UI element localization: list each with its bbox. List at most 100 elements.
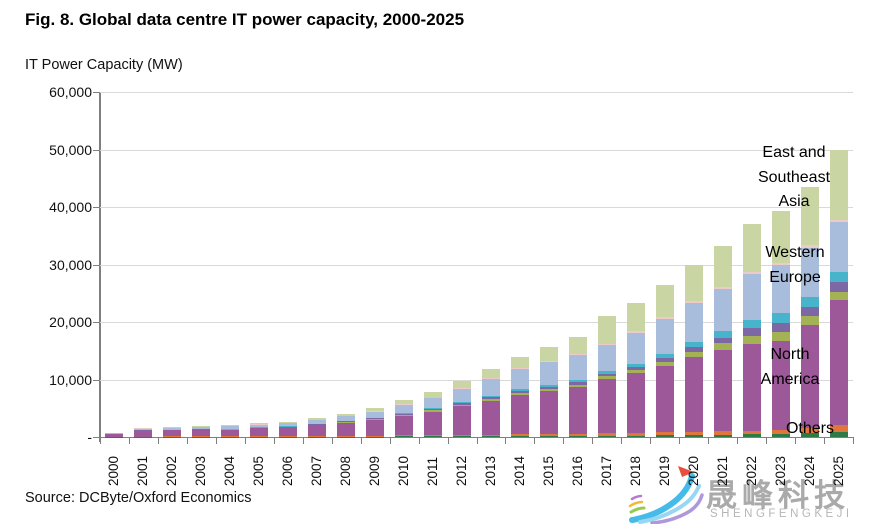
segment-unlabeled-purple-2015 (539, 386, 558, 389)
segment-others-orange-2007 (308, 436, 327, 437)
segment-unlabeled-purple-2023 (771, 322, 790, 332)
gridline-60000 (100, 92, 853, 93)
segment-unlabeled-purple-2024 (800, 306, 819, 316)
segment-unlabeled-teal-2009 (366, 417, 385, 419)
segment-western-europe-2016 (568, 354, 587, 381)
bar-2009 (366, 408, 385, 437)
segment-unlabeled-olive-green-2019 (655, 361, 674, 366)
segment-others-orange-2011 (424, 435, 443, 437)
segment-unlabeled-teal-2017 (597, 371, 616, 374)
segment-unlabeled-purple-2020 (684, 347, 703, 352)
xlabel-2014: 2014 (511, 455, 527, 486)
segment-north-america-2020 (684, 357, 703, 432)
xtick-mark (853, 438, 854, 444)
bar-2003 (192, 426, 211, 437)
segment-western-europe-2007 (308, 420, 327, 424)
bar-2010 (395, 400, 414, 437)
bar-2023 (771, 211, 790, 437)
segment-unlabeled-olive-green-2025 (829, 292, 848, 301)
ytick-mark (93, 379, 100, 381)
segment-east-and-southeast-asia-2008 (337, 413, 356, 416)
segment-others-orange-2016 (568, 433, 587, 436)
segment-unlabeled-teal-2010 (395, 412, 414, 414)
xtick-mark (360, 438, 362, 444)
segment-north-america-2011 (424, 411, 443, 436)
segment-western-europe-2017 (597, 345, 616, 372)
xtick-mark (737, 438, 739, 444)
segment-east-and-southeast-asia-2018 (626, 302, 645, 332)
segment-unlabeled-olive-green-2020 (684, 351, 703, 358)
segment-north-america-2003 (192, 430, 211, 437)
segment-unlabeled-teal-2025 (829, 272, 848, 283)
xlabel-2005: 2005 (251, 455, 267, 486)
segment-unlabeled-pink-2011 (424, 397, 443, 399)
segment-unlabeled-olive-green-2009 (366, 418, 385, 420)
segment-others-dark-green-2020 (684, 435, 703, 437)
xtick-mark (244, 438, 246, 444)
segment-north-america-2024 (800, 324, 819, 428)
xtick-mark (766, 438, 768, 444)
bar-2002 (163, 426, 182, 437)
xlabel-2002: 2002 (164, 455, 180, 486)
segment-unlabeled-pink-2024 (800, 245, 819, 248)
segment-unlabeled-olive-green-2016 (568, 384, 587, 387)
segment-unlabeled-olive-green-2018 (626, 370, 645, 374)
ytick-label-30000: 30,000 (49, 256, 92, 273)
xtick-mark (302, 438, 304, 444)
annotation-western-europe: Western Europe (765, 244, 825, 286)
gridline-30000 (100, 264, 853, 266)
segment-north-america-2004 (221, 429, 240, 437)
segment-north-america-2018 (626, 373, 645, 433)
y-axis-line (99, 92, 101, 442)
segment-east-and-southeast-asia-2012 (453, 380, 472, 388)
xlabel-2011: 2011 (425, 456, 441, 486)
segment-western-europe-2022 (742, 274, 761, 321)
segment-unlabeled-teal-2021 (713, 331, 732, 338)
segment-western-europe-2013 (481, 378, 500, 396)
gridline-40000 (100, 207, 853, 208)
xtick-mark (186, 438, 188, 444)
xlabel-2022: 2022 (743, 455, 759, 486)
xlabel-2010: 2010 (396, 455, 412, 486)
segment-others-dark-green-2017 (597, 435, 616, 437)
segment-north-america-2009 (366, 419, 385, 436)
bar-2021 (713, 245, 732, 437)
xlabel-2001: 2001 (135, 455, 151, 486)
segment-north-america-2007 (308, 425, 327, 437)
segment-unlabeled-teal-2018 (626, 364, 645, 368)
segment-others-dark-green-2013 (481, 436, 500, 437)
segment-unlabeled-teal-2020 (684, 342, 703, 348)
ytick-mark (93, 149, 100, 151)
bar-2006 (279, 421, 298, 437)
segment-unlabeled-purple-2018 (626, 367, 645, 371)
bar-2014 (510, 356, 529, 437)
segment-others-dark-green-2011 (424, 436, 443, 437)
segment-unlabeled-teal-2023 (771, 313, 790, 323)
annotation-north-america: North America (760, 346, 820, 388)
segment-east-and-southeast-asia-2025 (829, 149, 848, 220)
segment-western-europe-2006 (279, 423, 298, 427)
segment-east-and-southeast-asia-2019 (655, 284, 674, 317)
segment-others-orange-2020 (684, 431, 703, 435)
segment-unlabeled-purple-2021 (713, 337, 732, 344)
x-axis-line (99, 436, 854, 438)
segment-unlabeled-purple-2014 (510, 391, 529, 394)
xlabel-2000: 2000 (106, 455, 122, 486)
segment-unlabeled-olive-green-2021 (713, 343, 732, 350)
xlabel-2016: 2016 (569, 455, 585, 486)
watermark: 晟峰科技 SHENGFENGKEJI (628, 464, 882, 526)
segment-north-america-2001 (134, 430, 153, 437)
segment-north-america-2006 (279, 427, 298, 437)
segment-unlabeled-teal-2012 (453, 401, 472, 404)
bar-2011 (424, 392, 443, 437)
segment-unlabeled-teal-2014 (510, 389, 529, 392)
segment-others-dark-green-2010 (395, 436, 414, 437)
segment-unlabeled-purple-2012 (453, 403, 472, 405)
xtick-mark (331, 438, 333, 444)
xtick-mark (679, 438, 681, 444)
segment-others-orange-2025 (829, 424, 848, 432)
segment-others-dark-green-2016 (568, 435, 587, 437)
segment-north-america-2015 (539, 390, 558, 435)
segment-east-and-southeast-asia-2001 (134, 427, 153, 429)
segment-east-and-southeast-asia-2021 (713, 245, 732, 287)
